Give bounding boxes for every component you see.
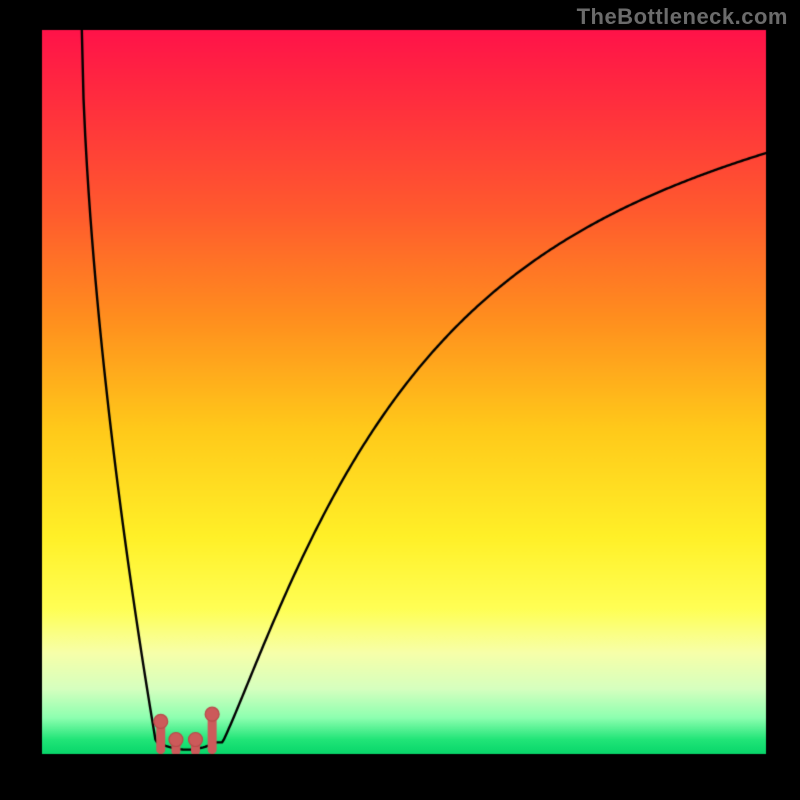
bottleneck-chart-canvas [0,0,800,800]
watermark-label: TheBottleneck.com [577,4,788,30]
chart-container: TheBottleneck.com [0,0,800,800]
